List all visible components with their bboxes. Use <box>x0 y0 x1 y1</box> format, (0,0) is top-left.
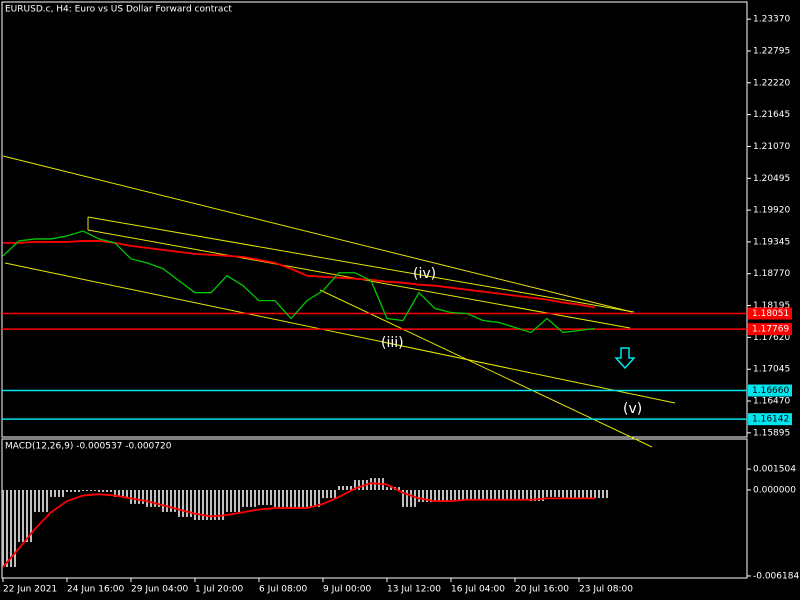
y-tick-label: 1.20495 <box>753 174 790 184</box>
chart-title: EURUSD.c, H4: Euro vs US Dollar Forward … <box>5 5 232 15</box>
y-tick-label: 1.22795 <box>753 46 790 56</box>
level-label: 1.18051 <box>752 309 789 319</box>
x-tick-label: 1 Jul 20:00 <box>195 585 244 595</box>
y-tick-label: 1.15895 <box>753 428 790 438</box>
level-label: 1.16142 <box>752 415 789 425</box>
y-tick-label: 1.18770 <box>753 269 790 279</box>
x-tick-label: 22 Jun 2021 <box>3 585 57 595</box>
macd-title: MACD(12,26,9) -0.000537 -0.000720 <box>5 442 172 452</box>
y-tick-label: 0.001504 <box>753 465 796 475</box>
level-box <box>748 323 792 336</box>
y-tick-label: 1.23370 <box>753 15 790 25</box>
y-tick-label: 1.21070 <box>753 142 790 152</box>
level-label: 1.16660 <box>752 386 789 396</box>
y-tick-label: -0.006184 <box>753 571 799 581</box>
level-label: 1.17769 <box>752 325 789 335</box>
x-tick-label: 20 Jul 16:00 <box>515 585 569 595</box>
level-box <box>748 413 792 426</box>
x-tick-label: 9 Jul 00:00 <box>323 585 372 595</box>
y-tick-label: 1.17620 <box>753 333 790 343</box>
trendlines <box>2 155 676 448</box>
price-line <box>2 230 596 334</box>
trendline <box>4 262 676 404</box>
y-tick-label: 1.17045 <box>753 365 790 375</box>
level-box <box>748 307 792 320</box>
moving-average <box>3 240 596 309</box>
x-tick-label: 23 Jul 08:00 <box>579 585 633 595</box>
x-tick-label: 6 Jul 08:00 <box>259 585 308 595</box>
main-panel <box>1 1 748 438</box>
macd-panel <box>1 438 748 579</box>
x-tick-label: 29 Jun 04:00 <box>131 585 188 595</box>
down-arrow <box>614 347 636 370</box>
wave-label: (iv) <box>413 266 436 282</box>
x-tick-label: 13 Jul 12:00 <box>387 585 441 595</box>
wave-label: (v) <box>623 401 642 417</box>
trendline <box>2 155 633 313</box>
trendline <box>319 289 653 448</box>
trendline <box>87 216 635 313</box>
y-tick-label: 0.000000 <box>753 486 796 496</box>
y-tick-label: 1.21645 <box>753 110 790 120</box>
x-tick-label: 16 Jul 04:00 <box>451 585 505 595</box>
signal-line <box>2 482 595 568</box>
y-tick-label: 1.16470 <box>753 397 790 407</box>
x-tick-label: 24 Jun 16:00 <box>67 585 124 595</box>
wave-label: (iii) <box>381 335 404 351</box>
y-tick-label: 1.22220 <box>753 78 790 88</box>
y-tick-label: 1.18195 <box>753 301 790 311</box>
level-box <box>748 384 792 397</box>
y-tick-label: 1.19345 <box>753 237 790 247</box>
y-tick-label: 1.19920 <box>753 206 790 216</box>
